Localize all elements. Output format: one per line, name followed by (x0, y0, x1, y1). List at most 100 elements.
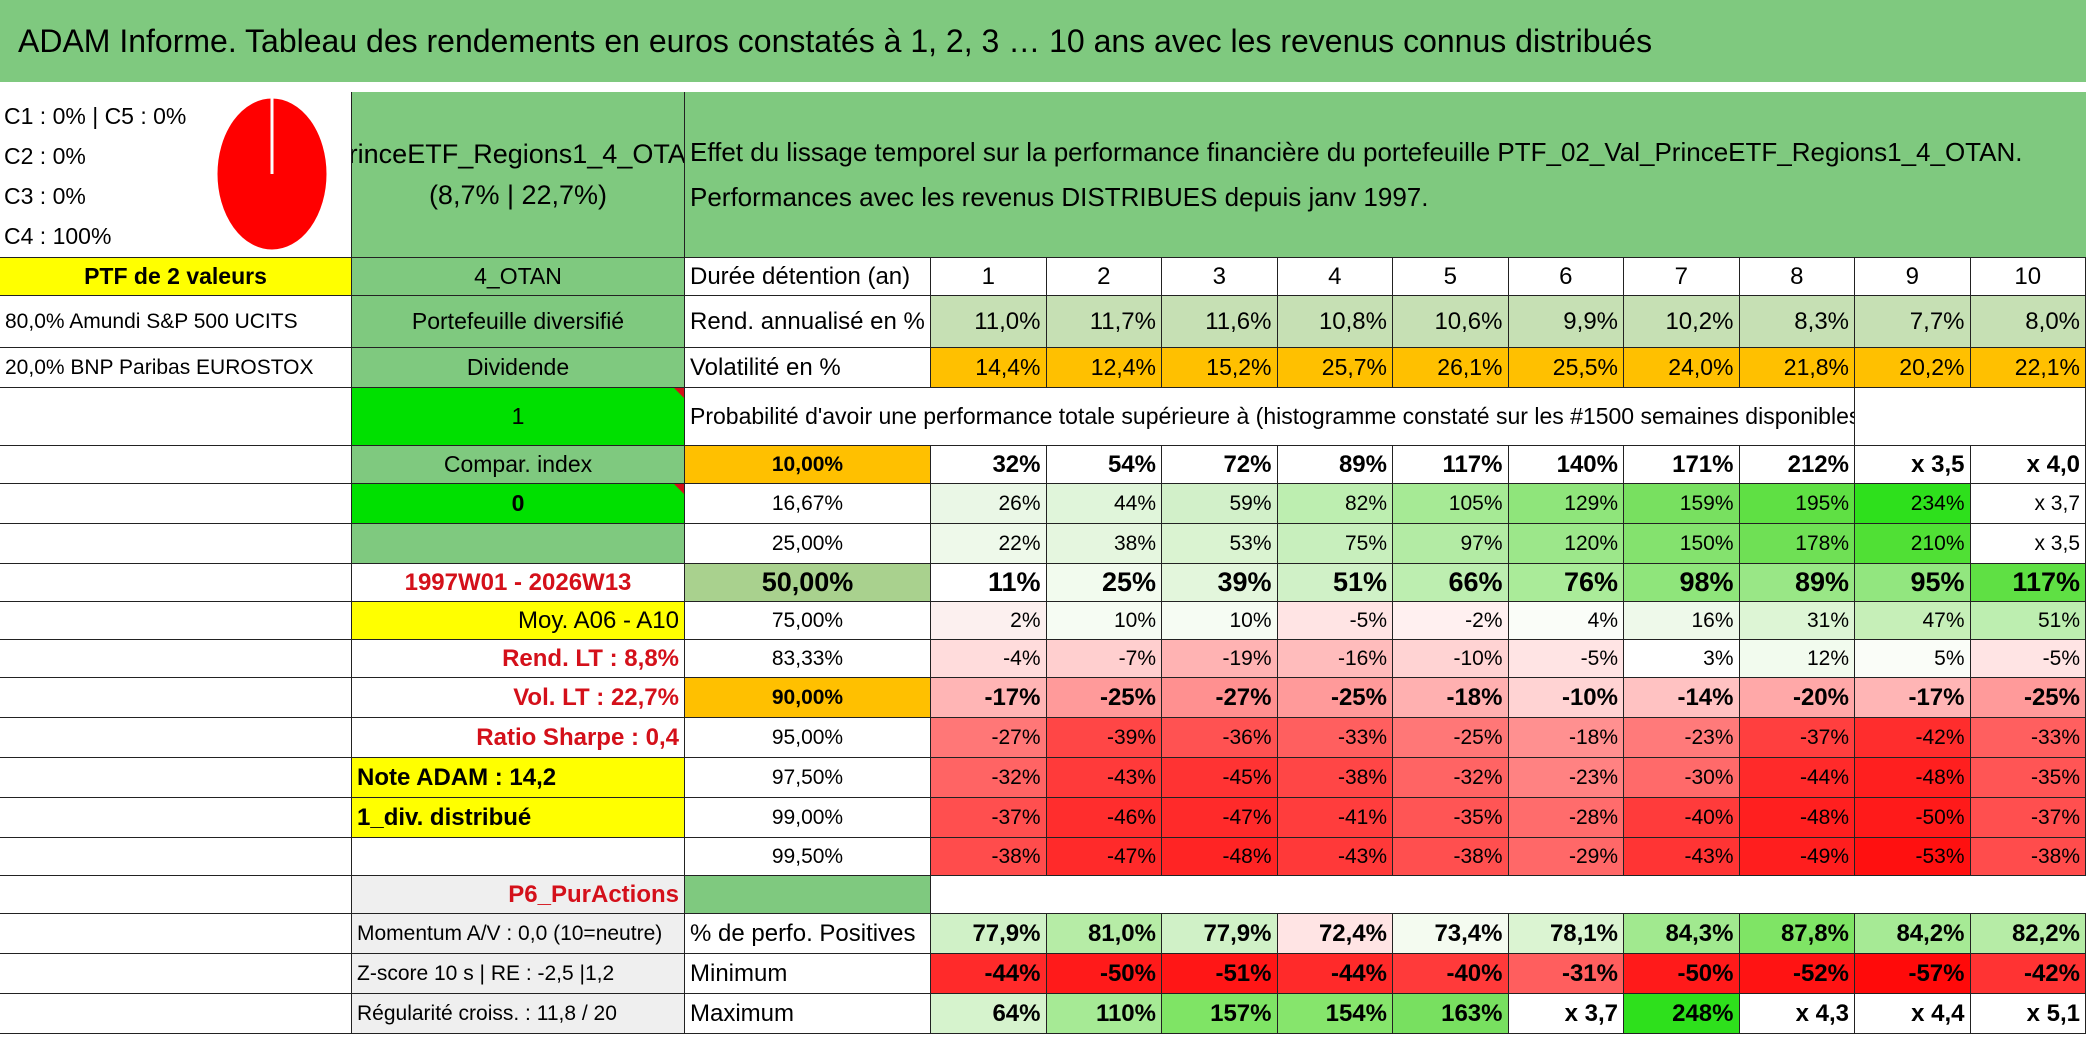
prob-value: 66% (1393, 564, 1509, 602)
maximum-value: x 4,4 (1855, 994, 1971, 1034)
prob-value: -20% (1739, 678, 1855, 718)
prob-value: -53% (1855, 838, 1971, 876)
prob-value: -43% (1277, 838, 1393, 876)
prob-value: 95% (1855, 564, 1971, 602)
input-1[interactable]: 1 (352, 388, 685, 446)
prob-value: 4% (1508, 602, 1624, 640)
minimum-value: -52% (1739, 954, 1855, 994)
p6-empty (931, 876, 2086, 914)
prob-threshold: 75,00% (685, 602, 931, 640)
prob-value: -38% (931, 838, 1047, 876)
prob-value: x 3,5 (1855, 446, 1971, 484)
year-header: 5 (1393, 258, 1509, 296)
prob-threshold: 99,50% (685, 838, 931, 876)
minimum-value: -57% (1855, 954, 1971, 994)
prob-value: -35% (1970, 758, 2086, 798)
prob-value: -29% (1508, 838, 1624, 876)
prob-value: 25% (1046, 564, 1162, 602)
maximum-value: 163% (1393, 994, 1509, 1034)
minimum-value: -44% (1277, 954, 1393, 994)
year-header: 3 (1162, 258, 1278, 296)
left-empty (0, 954, 352, 994)
prob-value: -7% (1046, 640, 1162, 678)
prob-value: 76% (1508, 564, 1624, 602)
fund-name-cell: PrinceETF_Regions1_4_OTAN (8,7% | 22,7%) (352, 92, 685, 258)
rend-value: 11,6% (1162, 296, 1278, 348)
prob-value: -49% (1739, 838, 1855, 876)
prob-value: 5% (1855, 640, 1971, 678)
prob-value: 212% (1739, 446, 1855, 484)
left-empty (0, 994, 352, 1034)
prob-value: -33% (1970, 718, 2086, 758)
fund-name: PrinceETF_Regions1_4_OTAN (352, 138, 685, 169)
moy-label: Moy. A06 - A10 (352, 602, 685, 640)
positive-value: 84,2% (1855, 914, 1971, 954)
year-header: 9 (1855, 258, 1971, 296)
prob-value: 2% (931, 602, 1047, 640)
prob-value: -37% (931, 798, 1047, 838)
dividend-label: Dividende (352, 348, 685, 388)
left-empty (0, 388, 352, 446)
input-0[interactable]: 0 (352, 484, 685, 524)
prob-value: 210% (1855, 524, 1971, 564)
left-empty (0, 798, 352, 838)
prob-value: -25% (1277, 678, 1393, 718)
maximum-value: 110% (1046, 994, 1162, 1034)
minimum-value: -42% (1970, 954, 2086, 994)
zscore-row-label: Minimum (685, 954, 931, 994)
prob-value: -42% (1855, 718, 1971, 758)
vol-value: 14,4% (931, 348, 1047, 388)
prob-value: -18% (1508, 718, 1624, 758)
positive-value: 87,8% (1739, 914, 1855, 954)
prob-value: 32% (931, 446, 1047, 484)
prob-value: -5% (1277, 602, 1393, 640)
year-header: 7 (1624, 258, 1740, 296)
rend-value: 11,7% (1046, 296, 1162, 348)
positive-value: 81,0% (1046, 914, 1162, 954)
prob-value: 54% (1046, 446, 1162, 484)
prob-value: 129% (1508, 484, 1624, 524)
prob-threshold: 25,00% (685, 524, 931, 564)
prob-value: x 3,7 (1970, 484, 2086, 524)
prob-value: -38% (1393, 838, 1509, 876)
prob-value: 117% (1393, 446, 1509, 484)
prob-value: 10% (1046, 602, 1162, 640)
prob-value: 89% (1739, 564, 1855, 602)
prob-value: 178% (1739, 524, 1855, 564)
left-empty (0, 564, 352, 602)
rend-value: 10,8% (1277, 296, 1393, 348)
prob-value: 234% (1855, 484, 1971, 524)
prob-value: 105% (1393, 484, 1509, 524)
left-empty (0, 838, 352, 876)
prob-value: 44% (1046, 484, 1162, 524)
prob-threshold: 16,67% (685, 484, 931, 524)
prob-value: -23% (1508, 758, 1624, 798)
vol-value: 25,7% (1277, 348, 1393, 388)
year-header: 4 (1277, 258, 1393, 296)
prob-value: 59% (1162, 484, 1278, 524)
prob-value: -28% (1508, 798, 1624, 838)
prob-value: 31% (1739, 602, 1855, 640)
duration-label: Durée détention (an) (685, 258, 931, 296)
p6-bar (685, 876, 931, 914)
prob-value: -2% (1393, 602, 1509, 640)
maximum-value: x 5,1 (1970, 994, 2086, 1034)
momentum-row-label: % de perfo. Positives (685, 914, 931, 954)
p6-label: P6_PurActions (352, 876, 685, 914)
positive-value: 78,1% (1508, 914, 1624, 954)
maximum-value: 157% (1162, 994, 1278, 1034)
prob-value: 150% (1624, 524, 1740, 564)
prob-value: 72% (1162, 446, 1278, 484)
holding-2: 20,0% BNP Paribas EUROSTOX (0, 348, 352, 388)
vol-value: 25,5% (1508, 348, 1624, 388)
ptf-header: PTF de 2 valeurs (0, 258, 352, 296)
left-empty (0, 678, 352, 718)
prob-value: -25% (1046, 678, 1162, 718)
maximum-value: x 3,7 (1508, 994, 1624, 1034)
year-header: 6 (1508, 258, 1624, 296)
prob-value: 38% (1046, 524, 1162, 564)
prob-value: 75% (1277, 524, 1393, 564)
prob-threshold: 97,50% (685, 758, 931, 798)
left-empty (0, 758, 352, 798)
left-empty (0, 602, 352, 640)
